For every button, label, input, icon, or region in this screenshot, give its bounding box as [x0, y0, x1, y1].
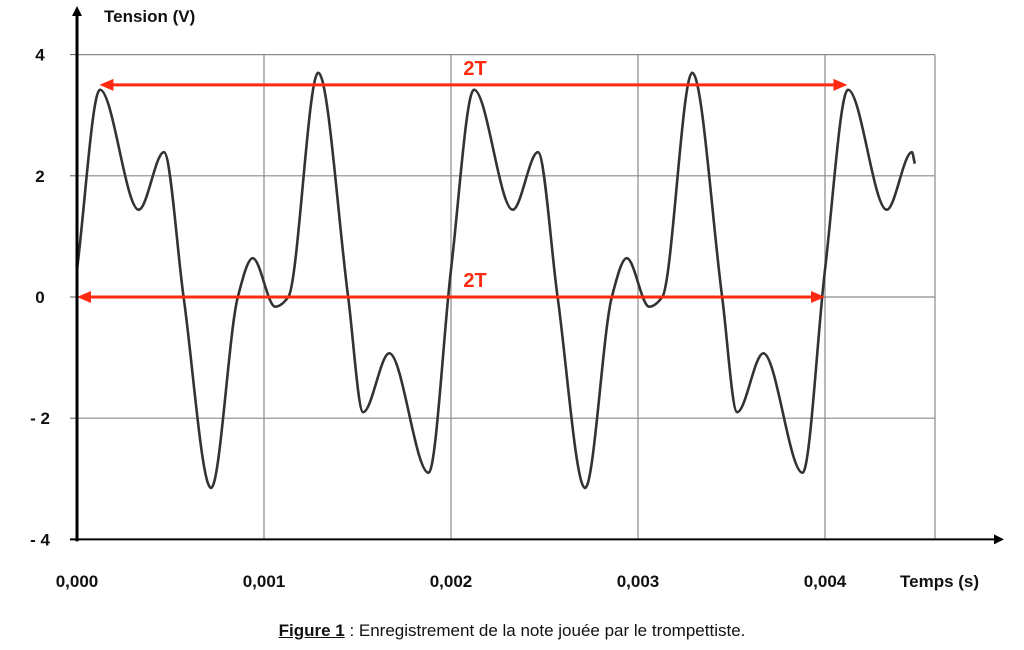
annotations: 2T 2T	[77, 58, 848, 303]
axes	[70, 6, 1004, 545]
arrow-left-icon	[77, 291, 91, 303]
arrow-left-icon	[99, 78, 114, 91]
annotation-label: 2T	[463, 270, 486, 292]
y-tick-label: 0	[35, 288, 44, 307]
caption-text: : Enregistrement de la note jouée par le…	[344, 621, 746, 640]
x-tick-label: 0,002	[430, 572, 473, 591]
arrow-right-icon	[833, 78, 848, 91]
figure-caption: Figure 1 : Enregistrement de la note jou…	[0, 621, 1024, 641]
annotation-label: 2T	[463, 58, 486, 80]
x-tick-label: 0,003	[617, 572, 660, 591]
arrow-right-icon	[811, 291, 825, 303]
x-tick-label: 0,004	[804, 572, 847, 591]
y-tick-label: - 4	[30, 530, 50, 549]
tension-curve	[75, 71, 917, 490]
y-axis-label: Tension (V)	[104, 7, 195, 26]
series-curve	[75, 71, 917, 490]
labels: Tension (V) Temps (s) 4 2 0 - 2 - 4 0,000 0,00…	[30, 7, 979, 591]
y-tick-label: - 2	[30, 409, 50, 428]
y-axis-arrow-icon	[72, 6, 82, 16]
x-axis-label: Temps (s)	[900, 572, 979, 591]
caption-label: Figure 1	[278, 621, 345, 640]
x-tick-label: 0,001	[243, 572, 286, 591]
x-tick-label: 0,000	[56, 572, 99, 591]
y-tick-label: 4	[35, 46, 45, 65]
y-tick-label: 2	[35, 167, 44, 186]
x-axis-arrow-icon	[994, 534, 1004, 545]
